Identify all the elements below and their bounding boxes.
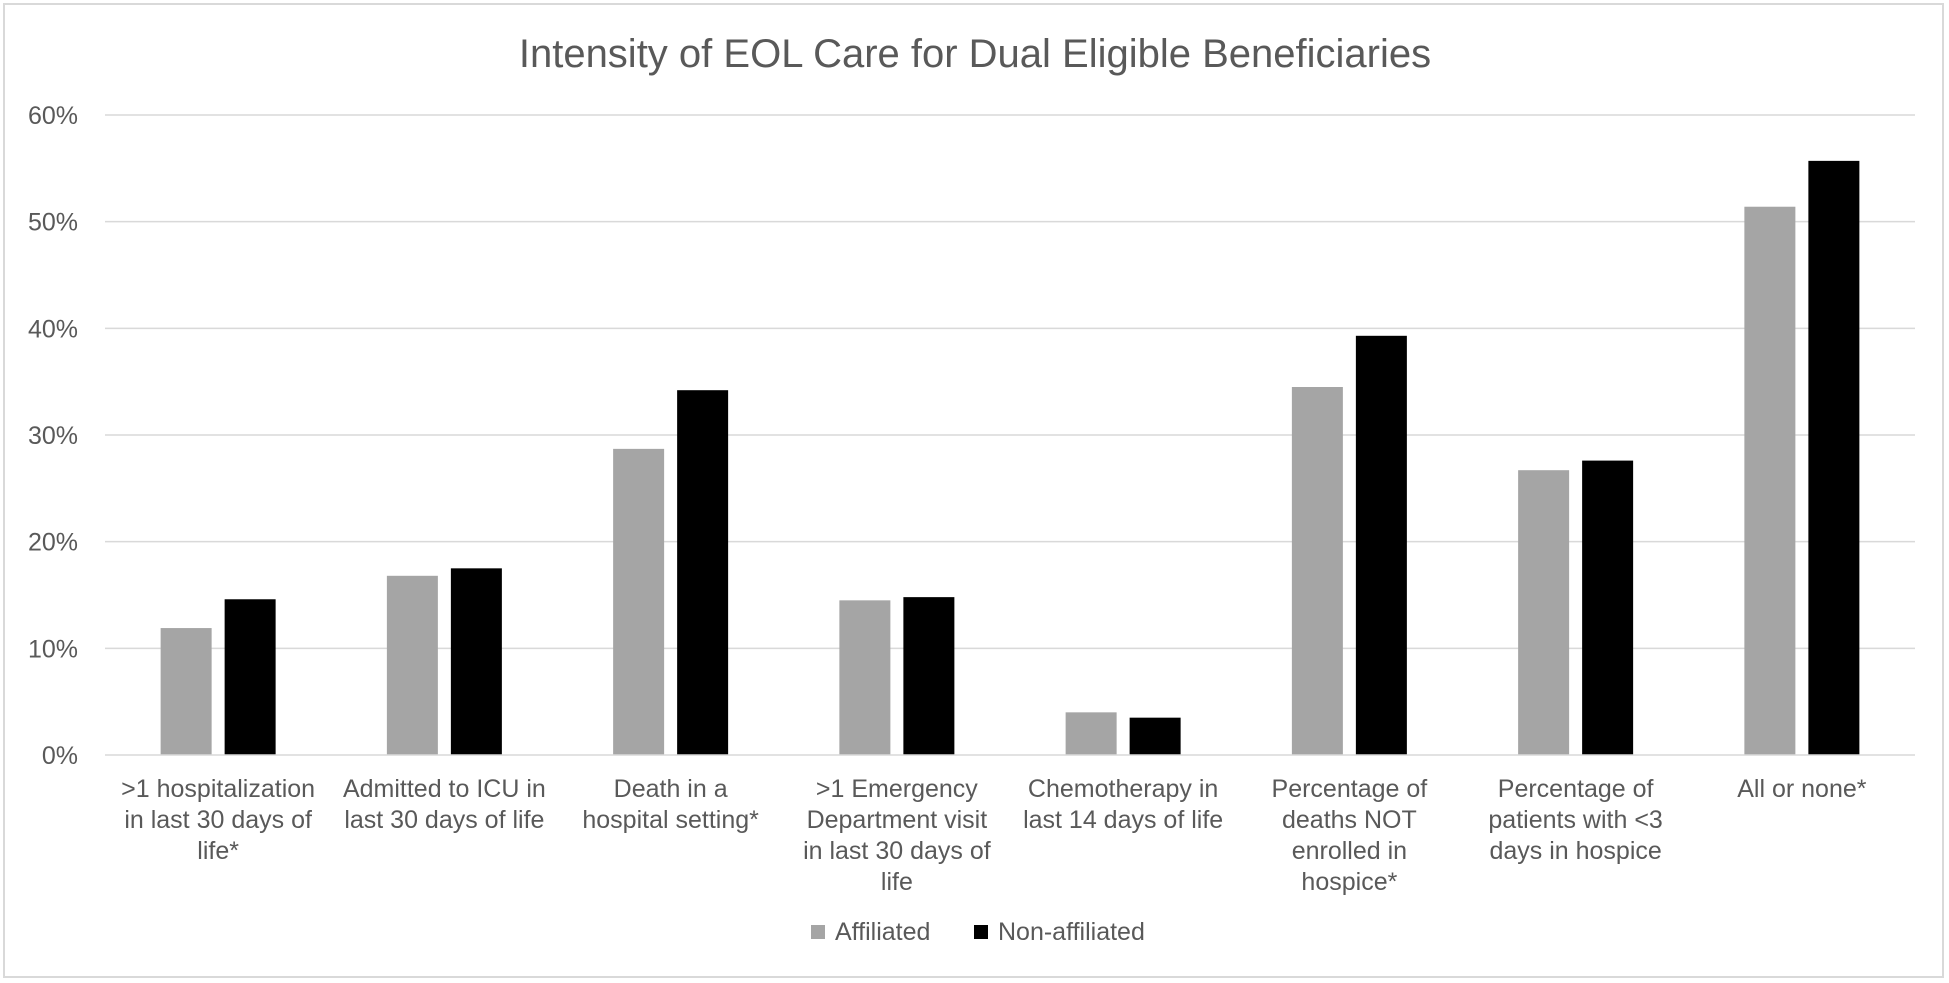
category-label-line: >1 hospitalization: [121, 775, 315, 803]
category-label-line: patients with <3: [1488, 806, 1662, 834]
category-label: Percentage of deaths NOT enrolled in hospic…: [1272, 775, 1428, 896]
category-label-line: life*: [197, 837, 239, 865]
bar-non-affiliated: [1582, 460, 1634, 755]
y-tick-label: 50%: [28, 209, 78, 237]
bar-affiliated: [1291, 387, 1343, 755]
category-label-line: hospice*: [1301, 868, 1397, 896]
category-label-line: Percentage of: [1272, 775, 1428, 803]
bars: [160, 160, 1860, 755]
bar-affiliated: [386, 575, 438, 755]
bar-affiliated: [613, 448, 665, 755]
category-label-line: in last 30 days of: [803, 837, 991, 865]
category-label: >1 hospitalization in last 30 days of life…: [121, 775, 315, 865]
category-label-line: Admitted to ICU in: [343, 775, 546, 803]
y-tick-label: 30%: [28, 422, 78, 450]
chart-svg: Intensity of EOL Care for Dual Eligible …: [28, 32, 1915, 946]
category-label-line: enrolled in: [1292, 837, 1407, 865]
bar-non-affiliated: [224, 599, 276, 755]
bar-non-affiliated: [677, 390, 729, 755]
category-label: Death in a hospital setting*: [582, 775, 759, 834]
category-label-line: >1 Emergency: [816, 775, 978, 803]
category-label-line: in last 30 days of: [124, 806, 312, 834]
bar-affiliated: [839, 600, 891, 755]
legend-label: Non-affiliated: [998, 918, 1145, 946]
y-axis-tick-labels: 0% 10% 20% 30% 40% 50% 60%: [28, 102, 78, 770]
category-label: >1 Emergency Department visit in last 30 d…: [803, 775, 991, 896]
y-tick-label: 60%: [28, 102, 78, 130]
legend-swatch: [974, 925, 988, 939]
category-label-line: days in hospice: [1489, 837, 1661, 865]
y-tick-label: 10%: [28, 635, 78, 663]
legend-label: Affiliated: [835, 918, 930, 946]
category-label-line: Department visit: [807, 806, 988, 834]
category-label-line: life: [881, 868, 913, 896]
category-label: Percentage of patients with <3 days in hos…: [1488, 775, 1662, 865]
category-label-line: All or none*: [1737, 775, 1867, 803]
y-tick-label: 20%: [28, 529, 78, 557]
category-label: All or none*: [1737, 775, 1867, 803]
bar-affiliated: [160, 628, 212, 755]
y-tick-label: 40%: [28, 315, 78, 343]
category-label-line: Death in a: [614, 775, 728, 803]
category-label-line: Chemotherapy in: [1028, 775, 1218, 803]
category-label-line: last 30 days of life: [344, 806, 544, 834]
bar-non-affiliated: [450, 568, 502, 755]
bar-non-affiliated: [1129, 717, 1181, 755]
gridlines: [105, 114, 1915, 650]
category-label-line: deaths NOT: [1282, 806, 1417, 834]
category-label-line: last 14 days of life: [1023, 806, 1223, 834]
category-label: Admitted to ICU in last 30 days of life: [343, 775, 546, 834]
bar-affiliated: [1518, 470, 1570, 755]
legend: Affiliated Non-affiliated: [811, 918, 1145, 946]
bar-non-affiliated: [903, 597, 955, 755]
category-label-line: hospital setting*: [582, 806, 759, 834]
chart-frame: Intensity of EOL Care for Dual Eligible …: [3, 3, 1944, 978]
category-label-line: Percentage of: [1498, 775, 1654, 803]
chart-title: Intensity of EOL Care for Dual Eligible …: [519, 32, 1431, 76]
category-label: Chemotherapy in last 14 days of life: [1023, 775, 1223, 834]
bar-non-affiliated: [1355, 335, 1407, 755]
bar-affiliated: [1744, 206, 1796, 755]
bar-non-affiliated: [1808, 160, 1860, 755]
y-tick-label: 0%: [42, 742, 78, 770]
category-labels: >1 hospitalization in last 30 days of life…: [121, 775, 1867, 896]
legend-swatch: [811, 925, 825, 939]
bar-affiliated: [1065, 712, 1117, 755]
